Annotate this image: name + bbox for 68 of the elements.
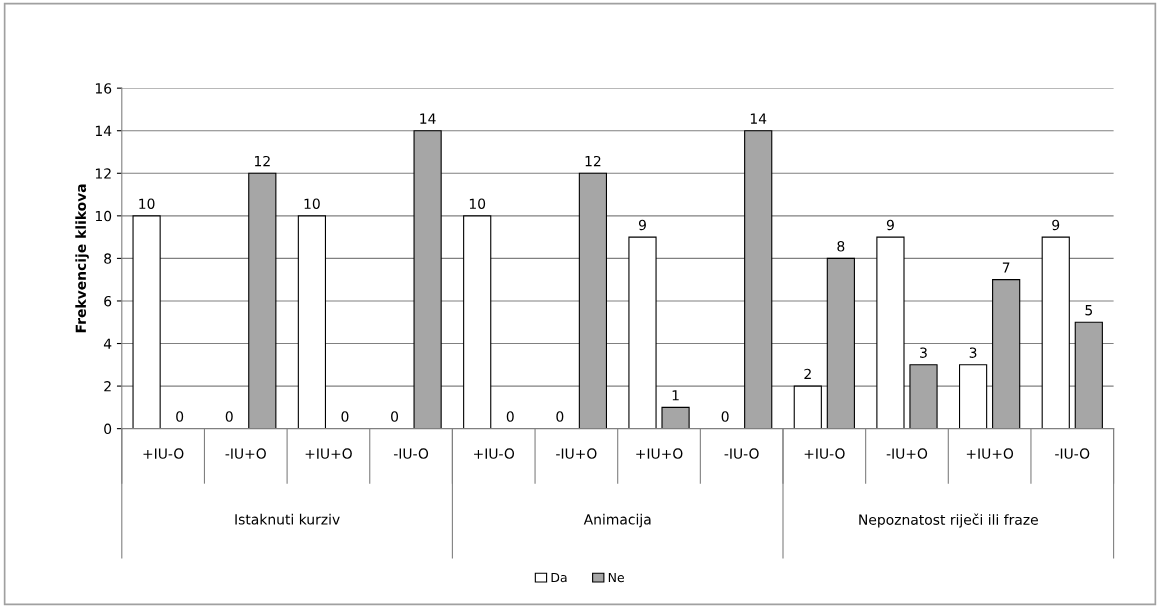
x-tick-label: +IU-O — [143, 448, 184, 459]
data-label: 0 — [506, 411, 514, 422]
x-tick-label: -IU-O — [1055, 448, 1090, 459]
data-label: 1 — [672, 390, 679, 401]
data-label: 0 — [556, 411, 564, 422]
bar — [463, 215, 492, 429]
data-label: 9 — [638, 219, 646, 231]
bar — [248, 172, 277, 429]
x-tick-label: +IU-O — [804, 448, 845, 459]
text: Istaknuti kurziv — [235, 513, 340, 525]
bar — [826, 257, 855, 429]
bar — [958, 364, 988, 429]
x-tick-label: -IU-O — [393, 448, 429, 459]
bar — [1074, 321, 1103, 429]
data-label: 2 — [804, 368, 811, 380]
bar — [628, 236, 657, 429]
bar — [909, 364, 938, 429]
x-tick-label: -IU+O — [556, 448, 597, 459]
data-label: 7 — [1002, 262, 1010, 273]
x-tick-label: +IU-O — [474, 448, 515, 459]
bar — [661, 406, 690, 429]
bar — [413, 130, 442, 429]
x-tick-label: -IU+O — [225, 448, 266, 459]
y-tick-label: 14 — [95, 125, 112, 136]
data-label: 0 — [176, 411, 184, 422]
x-tick-label: +IU+O — [966, 448, 1014, 459]
data-label: 9 — [1052, 219, 1060, 231]
bar — [793, 385, 822, 429]
y-tick-label: 12 — [95, 168, 111, 179]
legend-label: Ne — [608, 572, 624, 583]
bar — [992, 279, 1021, 429]
data-label: 0 — [225, 411, 233, 422]
x-tick-label: -IU-O — [724, 448, 759, 459]
data-label: 10 — [469, 198, 486, 209]
legend-label: Da — [551, 572, 567, 583]
y-tick-label: 0 — [104, 423, 112, 435]
bar — [876, 236, 905, 429]
bar — [744, 130, 773, 429]
y-tick-label: 8 — [104, 253, 112, 264]
bar — [132, 215, 161, 429]
y-tick-label: 6 — [104, 295, 112, 307]
text: Animacija — [583, 513, 651, 528]
text: Nepoznatost riječi ili fraze — [859, 513, 1038, 528]
x-tick-label: -IU+O — [886, 448, 928, 459]
x-tick-label: +IU+O — [636, 448, 683, 459]
bar — [1041, 236, 1070, 429]
x-tick-label: +IU+O — [305, 448, 352, 459]
data-label: 3 — [969, 347, 977, 358]
y-tick-label: 4 — [103, 338, 112, 349]
data-label: 0 — [391, 411, 399, 422]
data-label: 8 — [837, 241, 845, 252]
y-tick-label: 2 — [104, 381, 111, 392]
data-label: 12 — [585, 155, 601, 167]
data-label: 5 — [1085, 305, 1093, 316]
data-label: 10 — [139, 198, 155, 209]
y-axis-title: Frekvencije klikova — [75, 184, 89, 333]
bar — [578, 172, 608, 429]
data-label: 14 — [420, 113, 436, 124]
data-label: 9 — [886, 219, 894, 231]
bar — [297, 215, 327, 429]
data-label: 10 — [304, 198, 320, 209]
data-label: 12 — [254, 155, 270, 167]
data-label: 0 — [341, 411, 349, 422]
data-label: 14 — [750, 113, 767, 124]
y-tick-label: 10 — [95, 210, 112, 222]
data-label: 0 — [721, 411, 729, 422]
y-tick-label: 16 — [95, 83, 112, 94]
data-label: 3 — [920, 347, 927, 358]
